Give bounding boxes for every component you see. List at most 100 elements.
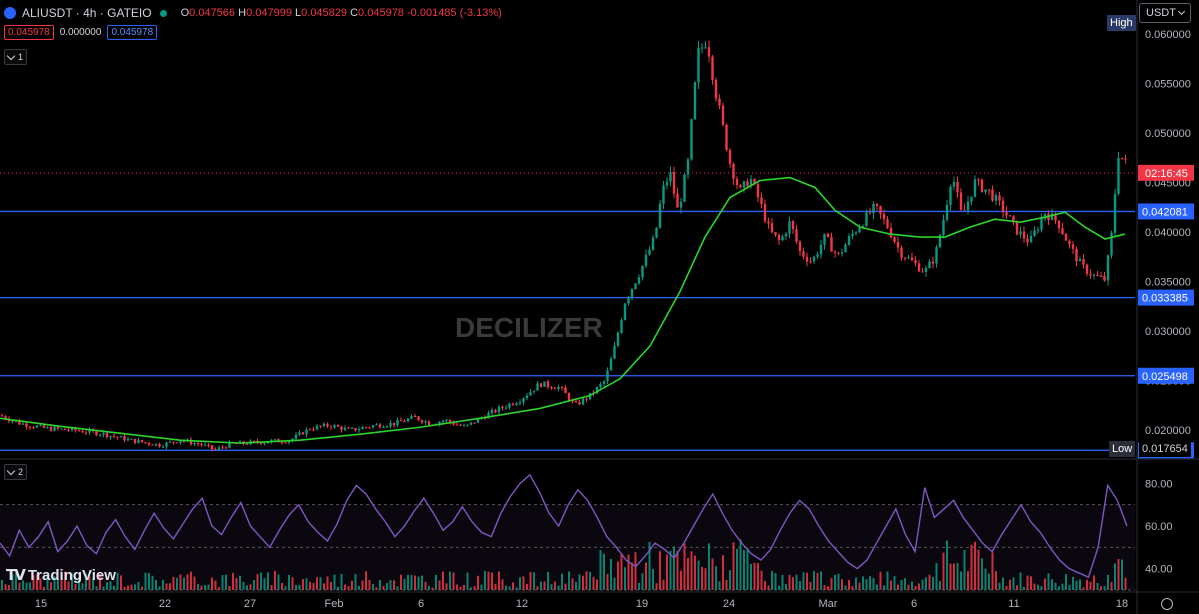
candle-body	[753, 179, 756, 185]
candle-body	[676, 193, 679, 208]
volume-bar	[659, 551, 661, 590]
volume-bar	[277, 574, 280, 590]
candle-body	[1005, 212, 1008, 216]
volume-bar	[935, 563, 938, 590]
symbol-title[interactable]: ALIUSDT · 4h · GATEIO	[22, 6, 152, 20]
volume-bar	[802, 572, 805, 590]
volume-bar	[680, 570, 682, 590]
open-value: 0.047566	[189, 7, 236, 19]
currency-select[interactable]: USDT	[1139, 3, 1191, 23]
candle-body	[935, 247, 938, 264]
volume-bar	[1100, 586, 1102, 590]
candle-body	[245, 443, 249, 445]
volume-bar	[214, 580, 217, 590]
candle-body	[14, 420, 18, 422]
candle-body	[74, 427, 77, 431]
volume-bar	[267, 572, 269, 590]
volume-bar	[638, 582, 640, 590]
time-tick-label: 15	[35, 598, 47, 610]
candle-body	[903, 257, 907, 259]
volume-bar	[561, 573, 563, 590]
volume-bar	[841, 579, 843, 590]
candle-body	[924, 268, 928, 272]
candle-body	[39, 424, 42, 426]
candle-body	[438, 421, 441, 425]
tradingview-logo[interactable]: TV TradingView	[6, 566, 116, 584]
candle-body	[819, 244, 823, 255]
candle-body	[371, 425, 375, 428]
candle-body	[424, 421, 427, 423]
volume-bar	[743, 549, 745, 590]
volume-bar	[116, 572, 119, 590]
candle-body	[998, 195, 1001, 201]
pane1-collapse-toggle[interactable]: 1	[4, 49, 28, 65]
candle-body	[448, 419, 452, 423]
price-tick-label: 0.040000	[1145, 227, 1191, 239]
volume-bar	[970, 544, 973, 590]
candle-body	[161, 446, 165, 448]
volume-bar	[319, 577, 322, 590]
candle-body	[189, 439, 193, 445]
volume-bar	[473, 586, 476, 590]
volume-bar	[1026, 575, 1029, 590]
candle-body	[966, 201, 970, 211]
volume-bar	[974, 541, 976, 590]
volume-bar	[207, 584, 210, 590]
candle-body	[858, 227, 861, 233]
candle-body	[1001, 200, 1005, 213]
candle-body	[861, 225, 865, 228]
volume-bar	[347, 586, 350, 590]
volume-bar	[505, 585, 507, 590]
volume-bar	[204, 585, 206, 590]
candle-body	[35, 425, 39, 428]
volume-bar	[211, 577, 213, 590]
candle-body	[32, 427, 35, 429]
candle-body	[151, 444, 154, 446]
rsi-pane[interactable]	[0, 473, 1135, 591]
candle-body	[333, 425, 336, 428]
volume-bar	[64, 571, 66, 590]
candle-body	[95, 431, 98, 436]
price-pane[interactable]: DECILIZER	[0, 40, 1135, 452]
volume-bar	[1040, 586, 1043, 590]
volume-bar	[606, 573, 609, 590]
volume-bar	[585, 571, 588, 590]
candle-body	[410, 416, 413, 419]
volume-bar	[911, 581, 913, 590]
candle-body	[466, 424, 469, 426]
candle-body	[795, 229, 798, 242]
candle-body	[1026, 238, 1029, 243]
change-value: -0.001485 (-3.13%)	[407, 7, 502, 19]
volume-bar	[977, 549, 980, 590]
candle-body	[441, 420, 445, 422]
symbol-legend[interactable]: ALIUSDT · 4h · GATEIO O0.047566 H0.04799…	[4, 4, 502, 22]
price-tick-label: 0.020000	[1145, 425, 1191, 437]
time-tick-label: 24	[723, 598, 735, 610]
volume-bar	[792, 577, 794, 590]
settings-gear-icon[interactable]	[1161, 598, 1173, 610]
pane2-collapse-toggle[interactable]: 2	[4, 464, 28, 480]
candle-body	[893, 237, 896, 242]
volume-bar	[428, 585, 430, 590]
volume-bar	[127, 585, 129, 590]
candle-body	[830, 236, 833, 252]
volume-bar	[697, 560, 700, 590]
candle-body	[1078, 259, 1082, 262]
candle-body	[627, 297, 630, 304]
candle-body	[452, 422, 455, 425]
volume-bar	[991, 552, 994, 590]
candle-body	[840, 252, 844, 254]
volume-bar	[687, 558, 689, 590]
volume-bar	[1117, 559, 1120, 590]
volume-bar	[120, 575, 122, 590]
time-tick-label: 19	[636, 598, 648, 610]
volume-bar	[652, 568, 654, 590]
volume-bar	[620, 553, 623, 590]
candle-body	[182, 441, 186, 443]
candle-body	[749, 179, 753, 187]
volume-bar	[683, 543, 686, 590]
volume-bar	[568, 571, 570, 590]
candle-body	[21, 423, 25, 425]
candle-body	[137, 439, 140, 443]
